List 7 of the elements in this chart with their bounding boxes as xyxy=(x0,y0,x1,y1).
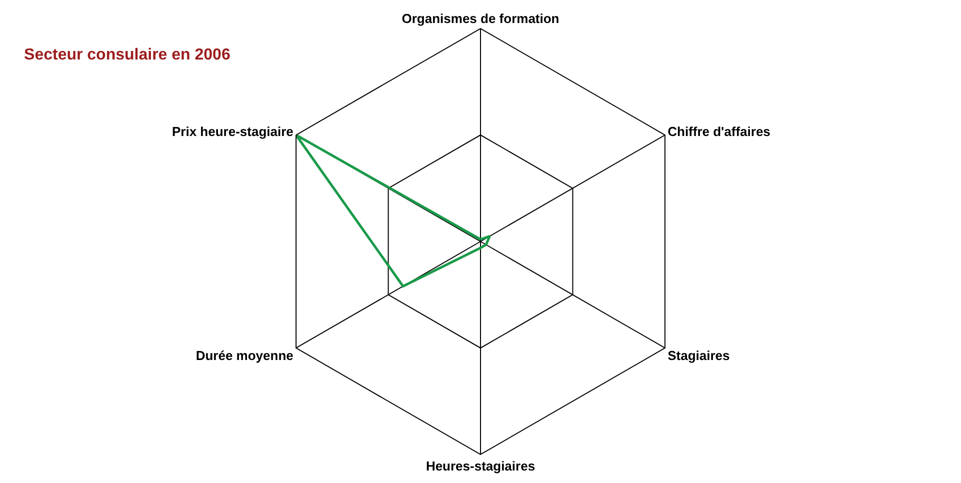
spoke-label: Organismes de formation xyxy=(402,10,560,26)
spoke-label: Heures-stagiaires xyxy=(426,458,536,474)
spoke-label: Chiffre d'affaires xyxy=(668,124,770,140)
spoke-label: Prix heure-stagiaire xyxy=(172,124,294,140)
spoke-label: Stagiaires xyxy=(668,348,730,363)
text: Secteur consulaire en 2006 xyxy=(24,46,230,64)
spoke-label: Durée moyenne xyxy=(196,348,294,363)
